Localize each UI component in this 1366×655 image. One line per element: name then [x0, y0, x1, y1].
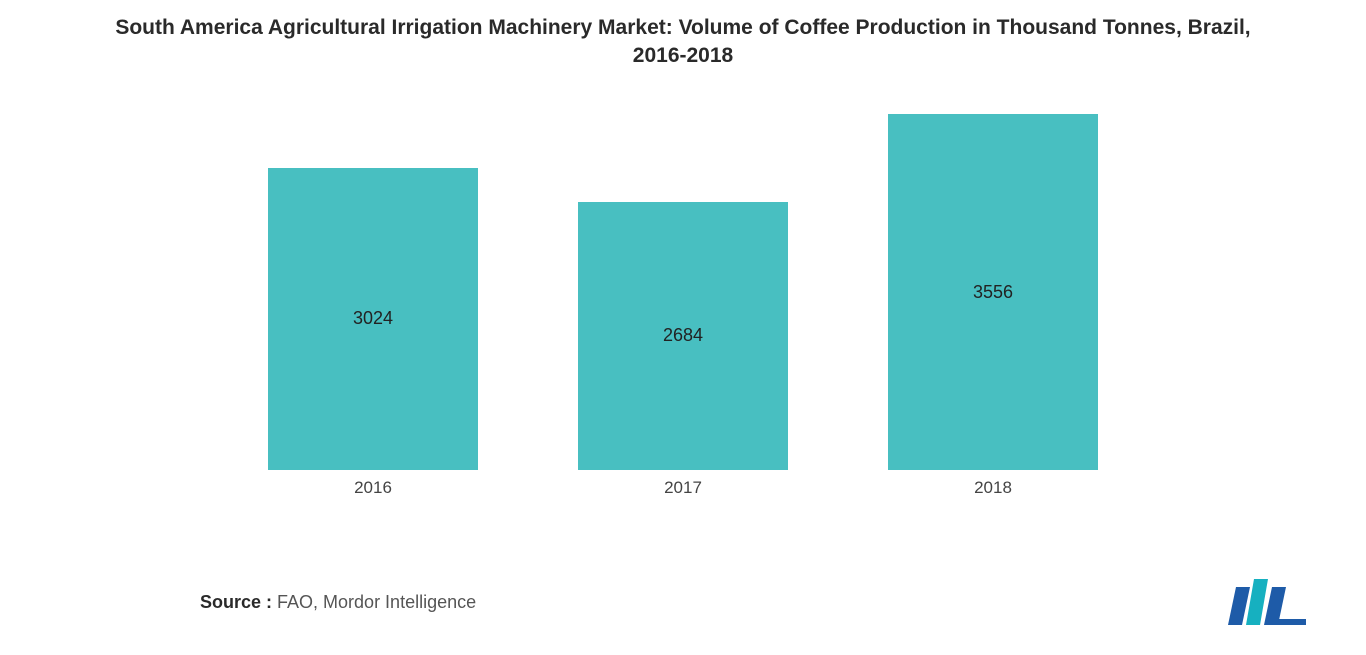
source-label: Source : [200, 592, 272, 612]
bar-value-label: 3556 [973, 282, 1013, 303]
source-line: Source : FAO, Mordor Intelligence [200, 592, 476, 613]
bar-value-label: 2684 [663, 325, 703, 346]
chart-footer: Source : FAO, Mordor Intelligence [0, 579, 1366, 625]
bar: 2684 [578, 202, 788, 470]
bar: 3024 [268, 168, 478, 470]
category-label: 2018 [888, 470, 1098, 510]
bar-column: 2684 [578, 202, 788, 470]
source-text: FAO, Mordor Intelligence [272, 592, 476, 612]
mordor-logo-icon [1228, 579, 1306, 625]
bar-column: 3024 [268, 168, 478, 470]
category-label: 2017 [578, 470, 788, 510]
chart-title-line2: 2016-2018 [60, 42, 1306, 70]
categories-container: 2016 2017 2018 [0, 470, 1366, 510]
bar-value-label: 3024 [353, 308, 393, 329]
bar: 3556 [888, 114, 1098, 470]
chart-title: South America Agricultural Irrigation Ma… [0, 0, 1366, 71]
bar-column: 3556 [888, 114, 1098, 470]
bars-container: 3024 2684 3556 [0, 90, 1366, 470]
chart-area: 3024 2684 3556 2016 2017 2018 [0, 90, 1366, 510]
chart-title-line1: South America Agricultural Irrigation Ma… [60, 14, 1306, 42]
category-label: 2016 [268, 470, 478, 510]
